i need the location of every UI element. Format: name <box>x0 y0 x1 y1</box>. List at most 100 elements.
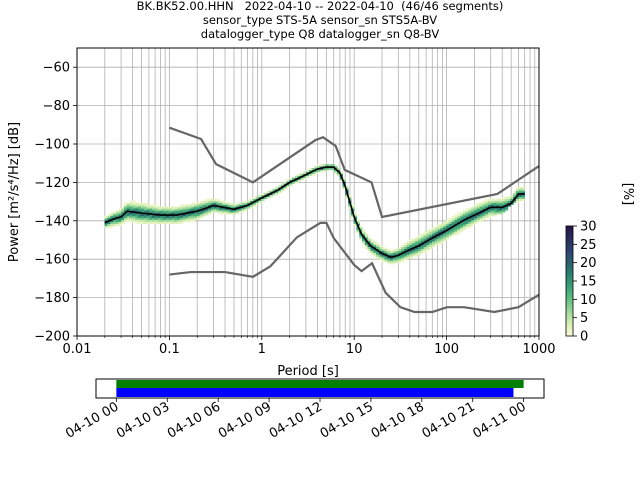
histogram-cell <box>174 212 178 215</box>
histogram-cell <box>501 200 506 203</box>
histogram-cell <box>247 200 251 203</box>
histogram-cell <box>460 227 464 230</box>
histogram-cell <box>196 206 201 209</box>
histogram-cell <box>317 169 321 173</box>
histogram-cell <box>311 173 316 176</box>
histogram-cell <box>227 204 232 207</box>
histogram-cell <box>462 214 467 217</box>
histogram-cell <box>196 202 201 205</box>
histogram-cell <box>275 192 279 196</box>
histogram-cell <box>110 216 114 219</box>
histogram-cell <box>504 200 509 203</box>
histogram-cell <box>129 217 134 221</box>
histogram-cell <box>395 250 400 253</box>
histogram-cell <box>395 260 400 263</box>
histogram-cell <box>482 216 486 219</box>
histogram-cell <box>121 217 125 221</box>
histogram-cell <box>471 221 475 224</box>
histogram-cell <box>236 202 240 205</box>
y-tick-label: −100 <box>34 138 70 153</box>
histogram-cell <box>143 206 148 209</box>
histogram-cell <box>107 225 111 228</box>
histogram-cell <box>409 240 414 244</box>
histogram-cell <box>446 227 450 230</box>
histogram-cell <box>328 164 332 167</box>
histogram-cell <box>124 202 128 205</box>
histogram-cell <box>118 217 122 221</box>
histogram-cell <box>331 164 335 167</box>
histogram-cell <box>233 204 237 207</box>
histogram-cell <box>378 254 383 257</box>
histogram-cell <box>194 217 198 221</box>
histogram-cell <box>300 173 304 176</box>
histogram-cell <box>171 221 176 224</box>
histogram-cell <box>440 229 444 232</box>
histogram-cell <box>412 254 416 257</box>
histogram-cell <box>104 216 108 219</box>
histogram-cell <box>129 202 134 205</box>
histogram-cell <box>387 256 391 259</box>
histogram-cell <box>409 242 414 246</box>
histogram-cell <box>476 216 481 219</box>
histogram-cell <box>272 189 276 192</box>
histogram-cell <box>392 262 397 265</box>
histogram-cell <box>205 208 209 211</box>
histogram-cell <box>322 164 327 167</box>
histogram-cell <box>471 206 475 209</box>
histogram-cell <box>188 214 192 217</box>
histogram-cell <box>166 210 170 213</box>
histogram-cell <box>205 200 209 203</box>
histogram-cell <box>210 208 215 211</box>
histogram-cell <box>451 227 456 230</box>
histogram-cell <box>485 210 489 213</box>
histogram-cell <box>362 231 366 234</box>
histogram-cell <box>272 192 276 196</box>
histogram-cell <box>364 244 369 248</box>
histogram-cell <box>202 202 206 205</box>
histogram-cell <box>124 204 128 207</box>
histogram-cell <box>465 219 470 223</box>
histogram-cell <box>482 206 486 209</box>
y-tick-label: −180 <box>34 291 70 306</box>
histogram-cell <box>157 219 162 223</box>
histogram-cell <box>143 221 148 224</box>
histogram-cell <box>110 219 114 223</box>
histogram-cell <box>468 219 472 223</box>
histogram-cell <box>353 216 358 219</box>
histogram-cell <box>485 202 489 205</box>
histogram-cell <box>479 202 483 205</box>
histogram-cell <box>384 258 388 261</box>
histogram-cell <box>454 227 458 230</box>
histogram-cell <box>434 225 439 228</box>
histogram-cell <box>154 216 159 219</box>
histogram-cell <box>457 223 461 226</box>
histogram-cell <box>515 189 520 192</box>
histogram-cell <box>401 258 405 261</box>
histogram-cell <box>152 214 156 217</box>
histogram-cell <box>479 217 483 221</box>
histogram-cell <box>216 202 220 205</box>
histogram-cell <box>185 208 190 211</box>
histogram-cell <box>359 237 363 240</box>
histogram-cell <box>191 214 195 217</box>
histogram-cell <box>460 212 464 215</box>
histogram-cell <box>219 208 223 211</box>
histogram-cell <box>420 248 425 251</box>
histogram-cell <box>443 225 447 228</box>
histogram-cell <box>210 202 215 205</box>
histogram-cell <box>146 217 150 221</box>
coverage-tick-label: 04-10 18 <box>369 399 427 441</box>
histogram-cell <box>392 250 397 253</box>
histogram-cell <box>140 204 145 207</box>
histogram-cell <box>487 204 492 207</box>
histogram-cell <box>112 212 117 215</box>
histogram-cell <box>143 217 148 221</box>
histogram-cell <box>440 239 444 242</box>
histogram-cell <box>174 206 178 209</box>
histogram-cell <box>348 206 352 209</box>
histogram-cell <box>166 219 170 223</box>
histogram-cell <box>185 210 190 213</box>
histogram-cell <box>191 206 195 209</box>
histogram-cell <box>370 240 374 244</box>
histogram-cell <box>174 217 178 221</box>
